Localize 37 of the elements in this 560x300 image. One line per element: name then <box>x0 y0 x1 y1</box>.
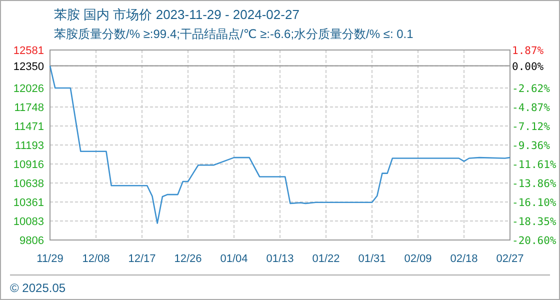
y-tick-label: 10083 <box>13 216 44 228</box>
x-tick-label: 12/08 <box>82 253 110 265</box>
chart-title: 苯胺 国内 市场价 2023-11-29 - 2024-02-27 <box>54 7 300 22</box>
x-tick-label: 01/13 <box>266 253 294 265</box>
y2-tick-label: -9.36% <box>512 140 551 152</box>
x-tick-label: 01/22 <box>312 253 340 265</box>
y2-tick-label: -20.60% <box>512 235 557 247</box>
y2-tick-label: -13.86% <box>512 178 557 190</box>
x-tick-label: 12/26 <box>174 253 202 265</box>
y-tick-label: 10638 <box>13 178 44 190</box>
y2-tick-label: -11.61% <box>512 158 557 171</box>
chart-subtitle: 苯胺质量分数/% ≥:99.4;干品结晶点/℃ ≥:-6.6;水分质量分数/% ≤: 0.1 <box>54 27 414 41</box>
y2-tick-label: -16.10% <box>512 196 557 209</box>
y-tick-label: 10916 <box>13 159 44 171</box>
y-tick-label: 11471 <box>14 121 44 133</box>
y-tick-label: 12581 <box>13 45 44 57</box>
y-tick-label: 12026 <box>13 83 44 95</box>
y-tick-label: 9806 <box>20 235 44 247</box>
x-tick-label: 01/04 <box>220 253 248 265</box>
x-tick-label: 01/31 <box>358 253 386 265</box>
x-tick-label: 12/17 <box>128 253 156 265</box>
y2-tick-label: -18.35% <box>512 216 557 228</box>
y2-tick-label: -7.12% <box>512 121 551 134</box>
y2-tick-label: -4.87% <box>512 102 551 114</box>
y2-tick-label: 0.00% <box>512 60 544 73</box>
y-tick-label: 10361 <box>13 197 44 209</box>
y2-tick-label: -2.62% <box>512 82 551 95</box>
text: © 2025.05 <box>10 281 66 295</box>
y2-tick-label: 1.87% <box>512 45 544 57</box>
x-tick-label: 02/09 <box>404 253 432 265</box>
y-tick-label: 11193 <box>15 140 44 152</box>
line-series <box>49 65 511 224</box>
y-tick-label: 12350 <box>13 60 44 73</box>
y-tick-label: 11748 <box>14 102 44 114</box>
x-tick-label: 11/29 <box>36 253 64 265</box>
x-tick-label: 02/27 <box>496 253 524 265</box>
x-tick-label: 02/18 <box>450 253 478 265</box>
